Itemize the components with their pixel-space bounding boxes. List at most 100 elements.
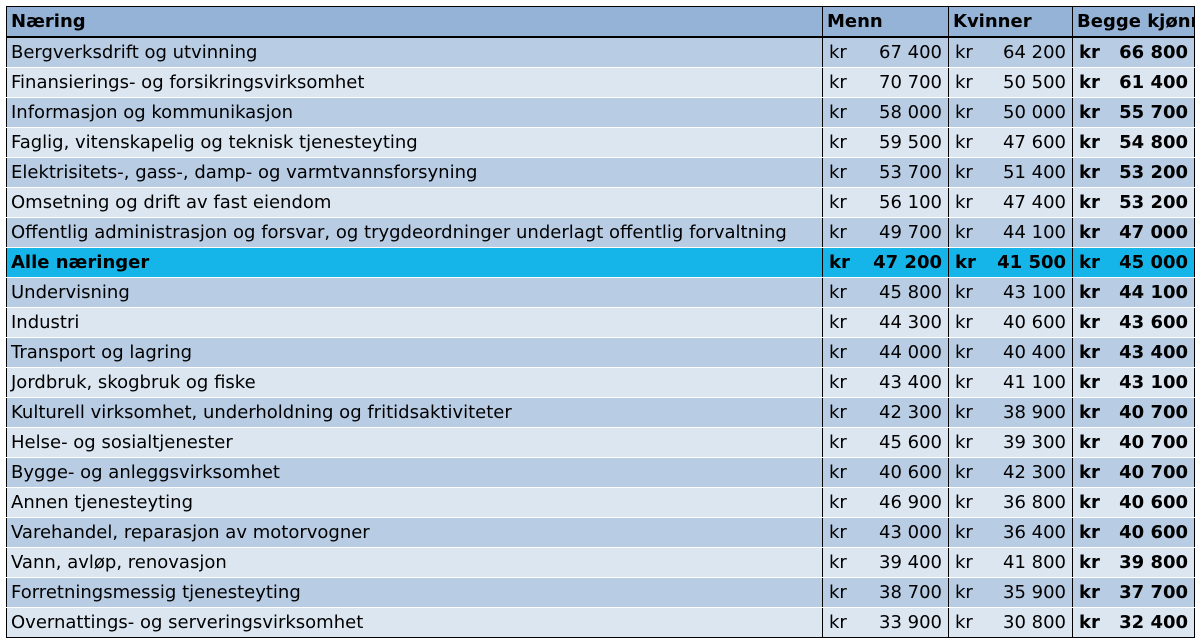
industry-name-cell: Bergverksdrift og utvinning (6, 37, 823, 68)
begge-currency-cell: kr (1072, 547, 1103, 578)
industry-name-cell: Forretningsmessig tjenesteyting (6, 577, 823, 608)
kvinner-value-cell: 35 900 (978, 577, 1074, 608)
industry-name-cell: Informasjon og kommunikasjon (6, 97, 823, 128)
begge-currency-cell: kr (1072, 487, 1103, 518)
begge-currency-cell: kr (1072, 337, 1103, 368)
begge-value-cell: 45 000 (1102, 247, 1196, 278)
begge-currency-cell: kr (1072, 307, 1103, 338)
kvinner-currency-cell: kr (948, 307, 979, 338)
begge-value-cell: 40 700 (1102, 397, 1196, 428)
industry-name-cell: Alle næringer (6, 247, 823, 278)
begge-currency-cell: kr (1072, 97, 1103, 128)
begge-currency-cell: kr (1072, 457, 1103, 488)
table-row: Jordbruk, skogbruk og fiske kr 43 400 kr 41 … (6, 367, 1196, 398)
table-row: Helse- og sosialtjenester kr 45 600 kr 39 30… (6, 427, 1196, 458)
industry-name-cell: Finansierings- og forsikringsvirksomhet (6, 67, 823, 98)
menn-currency-cell: kr (822, 127, 853, 158)
begge-currency-cell: kr (1072, 517, 1103, 548)
kvinner-value-cell: 36 400 (978, 517, 1074, 548)
industry-name-cell: Omsetning og drift av fast eiendom (6, 187, 823, 218)
kvinner-currency-cell: kr (948, 37, 979, 68)
kvinner-value-cell: 40 600 (978, 307, 1074, 338)
menn-value-cell: 43 400 (852, 367, 949, 398)
menn-currency-cell: kr (822, 517, 853, 548)
kvinner-value-cell: 47 400 (978, 187, 1074, 218)
table-row: Elektrisitets-, gass-, damp- og varmtvan… (6, 157, 1196, 188)
kvinner-value-cell: 44 100 (978, 217, 1074, 248)
begge-value-cell: 66 800 (1102, 37, 1196, 68)
begge-value-cell: 53 200 (1102, 157, 1196, 188)
menn-value-cell: 58 000 (852, 97, 949, 128)
begge-value-cell: 39 800 (1102, 547, 1196, 578)
menn-value-cell: 39 400 (852, 547, 949, 578)
industry-name-cell: Transport og lagring (6, 337, 823, 368)
industry-name-cell: Vann, avløp, renovasjon (6, 547, 823, 578)
kvinner-value-cell: 47 600 (978, 127, 1074, 158)
begge-value-cell: 43 100 (1102, 367, 1196, 398)
begge-value-cell: 40 600 (1102, 487, 1196, 518)
industry-name-cell: Industri (6, 307, 823, 338)
menn-value-cell: 44 300 (852, 307, 949, 338)
begge-currency-cell: kr (1072, 217, 1103, 248)
industry-name-cell: Kulturell virksomhet, underholdning og f… (6, 397, 823, 428)
salary-table-container: Næring Menn Kvinner Begge kjønn Bergverk… (6, 6, 1196, 638)
industry-name-cell: Bygge- og anleggsvirksomhet (6, 457, 823, 488)
begge-value-cell: 40 700 (1102, 457, 1196, 488)
table-row: Alle næringer kr 47 200 kr 41 500 kr 45 000 (6, 247, 1196, 278)
menn-currency-cell: kr (822, 427, 853, 458)
begge-value-cell: 61 400 (1102, 67, 1196, 98)
industry-name-cell: Offentlig administrasjon og forsvar, og … (6, 217, 823, 248)
kvinner-value-cell: 50 000 (978, 97, 1074, 128)
kvinner-currency-cell: kr (948, 277, 979, 308)
menn-currency-cell: kr (822, 457, 853, 488)
header-kvinner: Kvinner (947, 6, 1074, 38)
table-header-row: Næring Menn Kvinner Begge kjønn (6, 6, 1196, 38)
begge-currency-cell: kr (1072, 277, 1103, 308)
menn-value-cell: 45 800 (852, 277, 949, 308)
kvinner-currency-cell: kr (948, 67, 979, 98)
industry-name-cell: Jordbruk, skogbruk og fiske (6, 367, 823, 398)
kvinner-currency-cell: kr (948, 607, 979, 638)
kvinner-currency-cell: kr (948, 187, 979, 218)
kvinner-value-cell: 42 300 (978, 457, 1074, 488)
table-row: Offentlig administrasjon og forsvar, og … (6, 217, 1196, 248)
kvinner-currency-cell: kr (948, 337, 979, 368)
begge-value-cell: 47 000 (1102, 217, 1196, 248)
table-row: Varehandel, reparasjon av motorvogner kr 4… (6, 517, 1196, 548)
kvinner-value-cell: 64 200 (978, 37, 1074, 68)
begge-currency-cell: kr (1072, 127, 1103, 158)
kvinner-currency-cell: kr (948, 427, 979, 458)
menn-value-cell: 43 000 (852, 517, 949, 548)
menn-currency-cell: kr (822, 607, 853, 638)
salary-table: Næring Menn Kvinner Begge kjønn Bergverk… (6, 6, 1196, 638)
menn-currency-cell: kr (822, 187, 853, 218)
menn-currency-cell: kr (822, 307, 853, 338)
kvinner-value-cell: 36 800 (978, 487, 1074, 518)
begge-currency-cell: kr (1072, 157, 1103, 188)
table-row: Finansierings- og forsikringsvirksomhet k… (6, 67, 1196, 98)
kvinner-currency-cell: kr (948, 127, 979, 158)
table-row: Vann, avløp, renovasjon kr 39 400 kr 41 800 k… (6, 547, 1196, 578)
begge-value-cell: 32 400 (1102, 607, 1196, 638)
begge-value-cell: 44 100 (1102, 277, 1196, 308)
menn-currency-cell: kr (822, 217, 853, 248)
industry-name-cell: Annen tjenesteyting (6, 487, 823, 518)
industry-name-cell: Helse- og sosialtjenester (6, 427, 823, 458)
menn-value-cell: 42 300 (852, 397, 949, 428)
begge-currency-cell: kr (1072, 367, 1103, 398)
kvinner-currency-cell: kr (948, 457, 979, 488)
begge-currency-cell: kr (1072, 607, 1103, 638)
menn-value-cell: 53 700 (852, 157, 949, 188)
menn-value-cell: 38 700 (852, 577, 949, 608)
table-row: Undervisning kr 45 800 kr 43 100 kr 44 100 (6, 277, 1196, 308)
menn-currency-cell: kr (822, 97, 853, 128)
table-row: Informasjon og kommunikasjon kr 58 000 kr 50… (6, 97, 1196, 128)
menn-currency-cell: kr (822, 247, 853, 278)
menn-currency-cell: kr (822, 157, 853, 188)
kvinner-value-cell: 50 500 (978, 67, 1074, 98)
kvinner-value-cell: 38 900 (978, 397, 1074, 428)
begge-currency-cell: kr (1072, 37, 1103, 68)
begge-value-cell: 37 700 (1102, 577, 1196, 608)
table-row: Omsetning og drift av fast eiendom kr 56 1… (6, 187, 1196, 218)
begge-value-cell: 53 200 (1102, 187, 1196, 218)
